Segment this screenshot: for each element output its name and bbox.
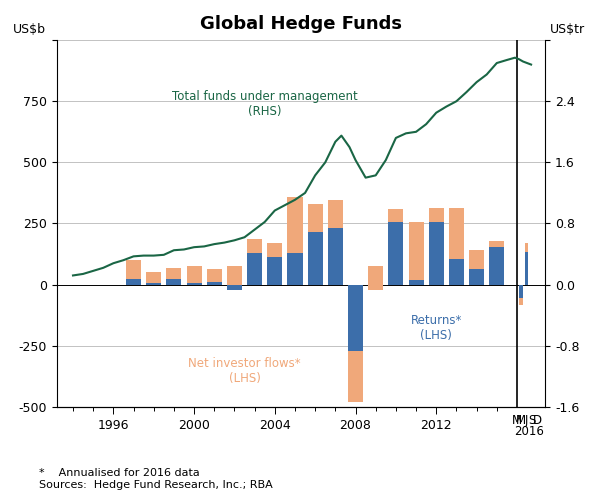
Bar xyxy=(308,232,323,284)
Bar xyxy=(328,200,343,229)
Text: J: J xyxy=(525,414,528,427)
Bar xyxy=(449,208,464,259)
Text: Total funds under management
(RHS): Total funds under management (RHS) xyxy=(172,90,358,118)
Bar xyxy=(368,266,383,284)
Bar xyxy=(348,351,363,402)
Bar xyxy=(267,243,283,256)
Bar xyxy=(267,256,283,284)
Text: Sources:  Hedge Fund Research, Inc.; RBA: Sources: Hedge Fund Research, Inc.; RBA xyxy=(39,480,273,490)
Bar xyxy=(428,208,444,222)
Bar xyxy=(146,272,161,283)
Bar xyxy=(166,267,181,278)
Bar xyxy=(166,278,181,284)
Bar xyxy=(187,266,202,283)
Text: US$tr: US$tr xyxy=(550,23,585,36)
Bar xyxy=(409,222,424,280)
Text: S: S xyxy=(528,414,535,427)
Bar xyxy=(348,284,363,351)
Text: Net investor flows*
(LHS): Net investor flows* (LHS) xyxy=(188,357,301,385)
Title: Global Hedge Funds: Global Hedge Funds xyxy=(200,15,402,33)
Text: US$b: US$b xyxy=(13,23,46,36)
Bar xyxy=(489,241,505,247)
Bar xyxy=(126,260,141,278)
Bar xyxy=(126,278,141,284)
Text: D: D xyxy=(533,414,542,427)
Bar xyxy=(227,284,242,289)
Bar xyxy=(388,222,403,284)
Bar xyxy=(449,259,464,284)
Bar xyxy=(328,229,343,284)
Bar xyxy=(519,284,523,298)
Bar xyxy=(287,253,302,284)
Bar xyxy=(409,280,424,284)
Text: 2016: 2016 xyxy=(514,425,544,438)
Bar xyxy=(227,266,242,284)
Bar xyxy=(469,269,484,284)
Bar xyxy=(187,283,202,284)
Bar xyxy=(469,250,484,269)
Bar xyxy=(428,222,444,284)
Text: M: M xyxy=(516,414,526,427)
Bar xyxy=(519,298,523,305)
Bar xyxy=(146,283,161,284)
Bar xyxy=(206,269,222,282)
Bar xyxy=(247,240,262,253)
Text: *    Annualised for 2016 data: * Annualised for 2016 data xyxy=(39,468,200,478)
Text: M: M xyxy=(512,414,522,427)
Bar xyxy=(388,209,403,222)
Bar xyxy=(287,197,302,253)
Bar xyxy=(524,243,528,251)
Bar xyxy=(489,247,505,284)
Bar xyxy=(247,253,262,284)
Bar xyxy=(368,266,383,289)
Bar xyxy=(206,282,222,284)
Bar xyxy=(308,204,323,232)
Bar xyxy=(524,243,528,284)
Text: Returns*
(LHS): Returns* (LHS) xyxy=(410,314,462,342)
